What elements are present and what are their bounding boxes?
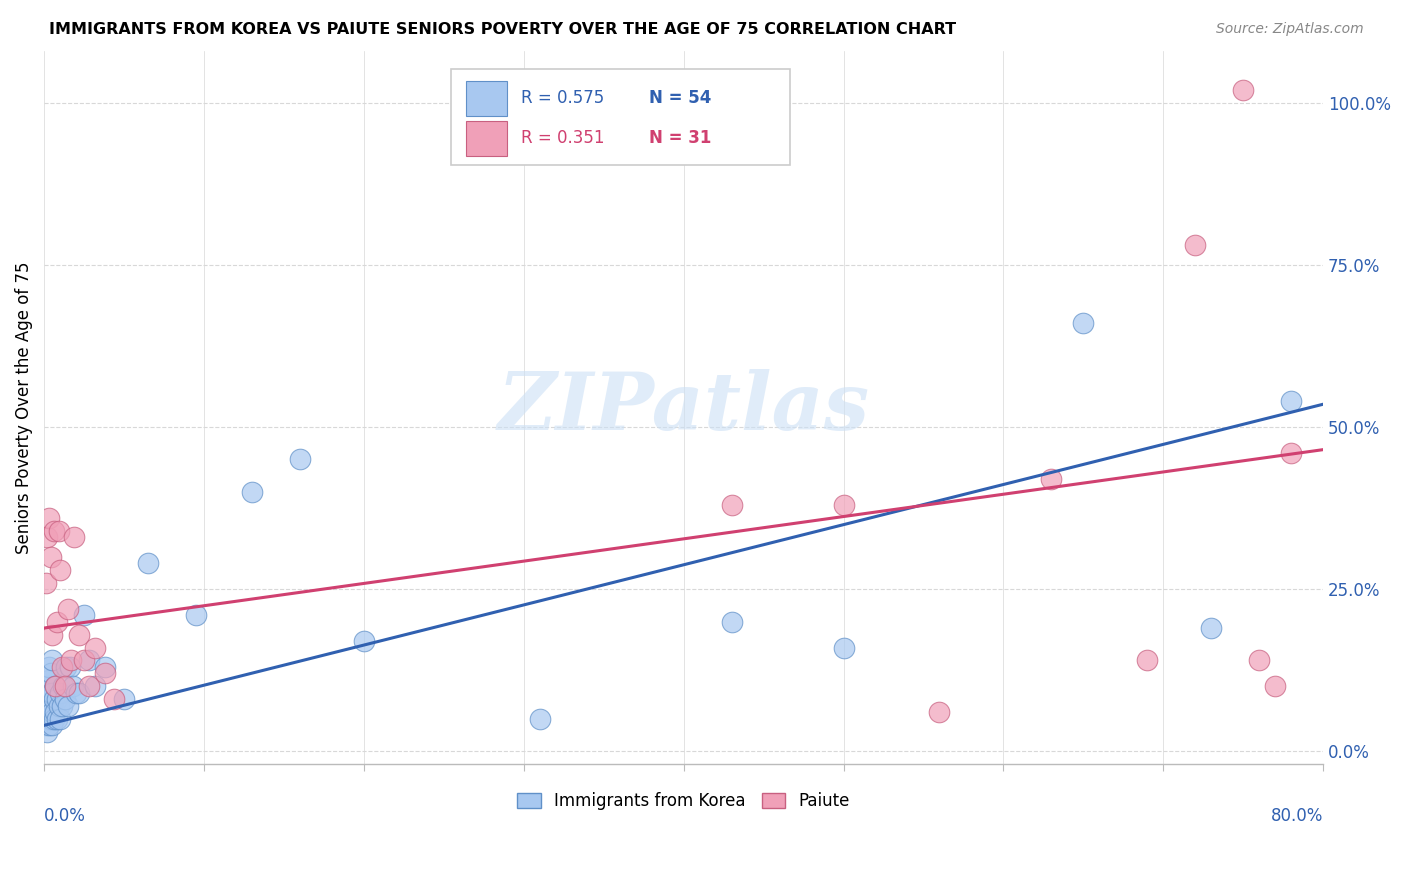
Point	[48, 524, 70, 538]
Point	[60, 653, 83, 667]
Point	[720, 498, 742, 512]
Point	[832, 640, 855, 655]
Point	[288, 452, 311, 467]
Point	[1040, 472, 1063, 486]
Point	[353, 634, 375, 648]
Point	[49, 686, 72, 700]
Point	[45, 712, 67, 726]
Point	[44, 706, 66, 720]
Point	[41, 653, 63, 667]
FancyBboxPatch shape	[467, 121, 508, 155]
Point	[38, 673, 60, 687]
Point	[37, 712, 59, 726]
Point	[35, 692, 58, 706]
Point	[67, 686, 90, 700]
Text: N = 31: N = 31	[650, 129, 711, 147]
FancyBboxPatch shape	[451, 69, 790, 165]
Point	[84, 680, 107, 694]
Text: IMMIGRANTS FROM KOREA VS PAIUTE SENIORS POVERTY OVER THE AGE OF 75 CORRELATION C: IMMIGRANTS FROM KOREA VS PAIUTE SENIORS …	[49, 22, 956, 37]
Point	[67, 627, 90, 641]
Point	[1249, 653, 1271, 667]
FancyBboxPatch shape	[467, 81, 508, 116]
Point	[52, 680, 75, 694]
Point	[1184, 238, 1206, 252]
Point	[56, 601, 79, 615]
Legend: Immigrants from Korea, Paiute: Immigrants from Korea, Paiute	[510, 785, 856, 816]
Point	[112, 692, 135, 706]
Point	[529, 712, 551, 726]
Point	[41, 627, 63, 641]
Point	[45, 692, 67, 706]
Y-axis label: Seniors Poverty Over the Age of 75: Seniors Poverty Over the Age of 75	[15, 261, 32, 554]
Point	[42, 524, 65, 538]
Point	[37, 698, 59, 713]
Text: 80.0%: 80.0%	[1271, 807, 1323, 825]
Point	[832, 498, 855, 512]
Point	[240, 484, 263, 499]
Point	[63, 530, 86, 544]
Point	[51, 660, 73, 674]
Point	[37, 530, 59, 544]
Point	[1199, 621, 1222, 635]
Point	[56, 698, 79, 713]
Text: ZIPatlas: ZIPatlas	[498, 368, 870, 446]
Point	[39, 698, 62, 713]
Point	[1071, 316, 1094, 330]
Point	[45, 615, 67, 629]
Point	[39, 549, 62, 564]
Point	[77, 653, 100, 667]
Point	[42, 712, 65, 726]
Point	[1279, 394, 1302, 409]
Point	[38, 660, 60, 674]
Point	[49, 563, 72, 577]
Point	[37, 724, 59, 739]
Point	[1264, 680, 1286, 694]
Point	[35, 718, 58, 732]
Point	[73, 608, 96, 623]
Point	[37, 680, 59, 694]
Point	[103, 692, 125, 706]
Point	[720, 615, 742, 629]
Point	[1136, 653, 1159, 667]
Point	[1279, 446, 1302, 460]
Point	[41, 706, 63, 720]
Point	[41, 718, 63, 732]
Point	[184, 608, 207, 623]
Point	[73, 653, 96, 667]
Point	[53, 692, 76, 706]
Point	[39, 666, 62, 681]
Text: 0.0%: 0.0%	[44, 807, 86, 825]
Point	[42, 692, 65, 706]
Point	[136, 556, 159, 570]
Point	[35, 706, 58, 720]
Point	[35, 575, 58, 590]
Point	[38, 510, 60, 524]
Point	[55, 660, 77, 674]
Point	[53, 680, 76, 694]
Text: Source: ZipAtlas.com: Source: ZipAtlas.com	[1216, 22, 1364, 37]
Point	[38, 706, 60, 720]
Point	[59, 660, 82, 674]
Text: N = 54: N = 54	[650, 89, 711, 108]
Point	[1232, 82, 1254, 96]
Point	[84, 640, 107, 655]
Point	[65, 686, 87, 700]
Point	[38, 718, 60, 732]
Point	[94, 666, 117, 681]
Text: R = 0.575: R = 0.575	[522, 89, 605, 108]
Point	[94, 660, 117, 674]
Point	[41, 686, 63, 700]
Point	[39, 712, 62, 726]
Point	[77, 680, 100, 694]
Point	[62, 680, 84, 694]
Point	[44, 680, 66, 694]
Point	[49, 712, 72, 726]
Point	[928, 706, 950, 720]
Point	[38, 692, 60, 706]
Point	[51, 698, 73, 713]
Point	[39, 686, 62, 700]
Text: R = 0.351: R = 0.351	[522, 129, 605, 147]
Point	[48, 698, 70, 713]
Point	[44, 680, 66, 694]
